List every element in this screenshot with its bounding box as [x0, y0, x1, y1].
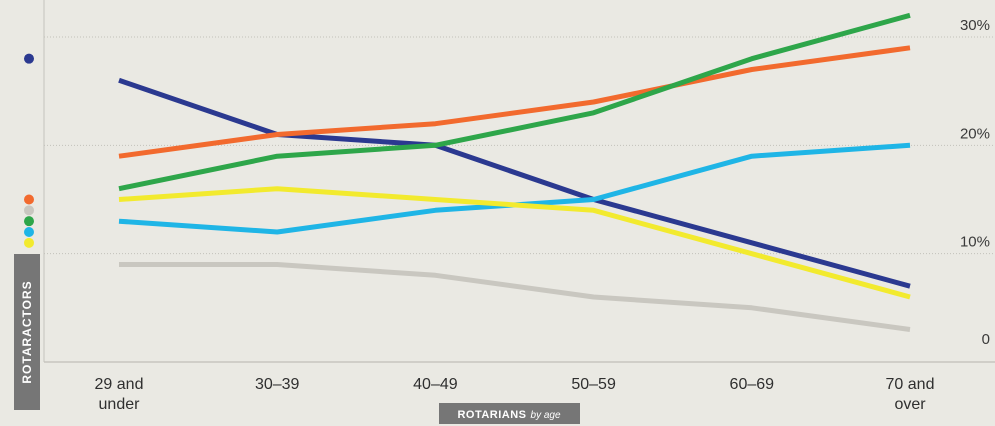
- x-axis-label-suffix: by age: [531, 410, 561, 421]
- x-axis-label: ROTARIANS by age: [439, 403, 580, 424]
- x-tick-label: 60–69: [730, 376, 775, 393]
- series-layer: [118, 12, 911, 332]
- series-line: [118, 45, 911, 159]
- rotaractor-dot: [24, 205, 34, 216]
- x-axis-label-text: ROTARIANS by age: [457, 409, 561, 421]
- x-tick-label: 40–49: [413, 376, 458, 393]
- x-tick-label: 29 and under: [95, 376, 144, 413]
- rotaractor-dot: [24, 237, 34, 248]
- y-tick-label: 10%: [960, 234, 990, 251]
- x-axis-label-main: ROTARIANS: [457, 409, 526, 421]
- y-tick-label: 20%: [960, 125, 990, 142]
- rotaractor-dot: [24, 227, 34, 237]
- y-axis-label-text: ROTARACTORS: [20, 280, 34, 383]
- rotaractor-dot: [24, 216, 34, 227]
- y-tick-label: 0: [982, 331, 990, 348]
- series-line: [118, 77, 911, 289]
- series-line: [118, 142, 911, 235]
- grid-layer: [44, 36, 995, 363]
- x-tick-label: 50–59: [571, 376, 616, 393]
- series-line: [119, 262, 911, 332]
- x-axis-label-box: [439, 403, 580, 424]
- series-line: [118, 12, 911, 192]
- y-tick-labels: 0 10% 20% 30%: [960, 17, 990, 348]
- y-axis-label-box: [14, 254, 40, 410]
- rotaractor-dot: [24, 53, 34, 64]
- rotaractor-dots: [24, 53, 34, 248]
- x-tick-label: 70 and over: [886, 376, 935, 413]
- rotaractor-dot: [24, 194, 34, 205]
- series-line: [118, 186, 911, 300]
- y-axis-label: ROTARACTORS: [14, 254, 40, 410]
- y-tick-label: 30%: [960, 17, 990, 34]
- x-tick-label: 30–39: [255, 376, 300, 393]
- x-tick-labels: 29 and under 30–39 40–49 50–59 60–69 70 and ove…: [95, 376, 935, 413]
